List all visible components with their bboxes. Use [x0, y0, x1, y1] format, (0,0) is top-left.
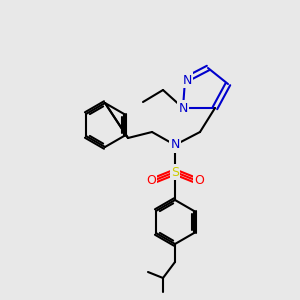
Text: N: N — [178, 101, 188, 115]
Text: O: O — [194, 173, 204, 187]
Text: N: N — [170, 139, 180, 152]
Text: S: S — [171, 166, 179, 178]
Text: N: N — [182, 74, 192, 86]
Text: O: O — [146, 173, 156, 187]
